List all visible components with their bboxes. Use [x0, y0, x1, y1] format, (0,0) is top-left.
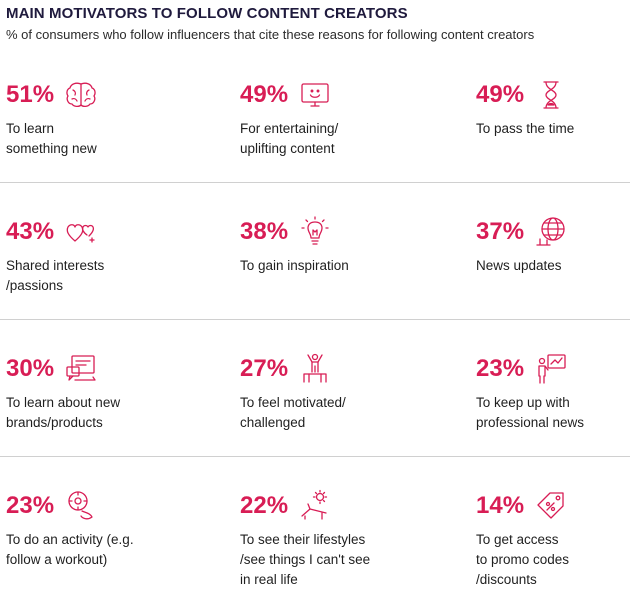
stat-value: 49% [476, 81, 525, 108]
stat-value: 14% [476, 492, 525, 519]
stat-label: To get access to promo codes /discounts [476, 532, 570, 587]
stat-label: To do an activity (e.g. follow a workout… [6, 532, 134, 567]
stat-label: To pass the time [476, 121, 575, 136]
row-divider [0, 319, 630, 320]
stat-value: 43% [6, 218, 55, 245]
stat-value: 49% [240, 81, 289, 108]
hearts-icon [64, 215, 98, 249]
stat-learn-new: 51% To learn something new [6, 75, 206, 159]
discount-tag-icon [534, 489, 568, 523]
stat-professional-news: 23% To keep up with professional news [476, 349, 640, 433]
chart-title: MAIN MOTIVATORS TO FOLLOW CONTENT CREATO… [6, 5, 408, 22]
stat-value: 51% [6, 81, 55, 108]
podium-icon [298, 352, 332, 386]
stat-news: 37% News updates [476, 212, 640, 276]
hourglass-icon [534, 78, 568, 112]
row-divider [0, 182, 630, 183]
smiley-screen-icon [298, 78, 332, 112]
stat-value: 38% [240, 218, 289, 245]
stat-value: 37% [476, 218, 525, 245]
laptop-chat-icon [64, 352, 98, 386]
stat-label: To keep up with professional news [476, 395, 585, 430]
sunbed-icon [298, 489, 332, 523]
presenter-icon [534, 352, 568, 386]
brain-icon [64, 78, 98, 112]
stat-entertaining: 49% For entertaining/ uplifting content [240, 75, 440, 159]
stat-label: To learn something new [6, 121, 97, 156]
stat-label: To gain inspiration [240, 258, 349, 273]
workout-icon [64, 489, 98, 523]
chart-subtitle: % of consumers who follow influencers th… [6, 27, 535, 42]
stat-value: 22% [240, 492, 289, 519]
stat-value: 23% [476, 355, 525, 382]
row-divider [0, 456, 630, 457]
stat-label: For entertaining/ uplifting content [240, 121, 339, 156]
globe-icon [534, 215, 568, 249]
stat-lifestyles: 22% To see their lifestyles /see things … [240, 486, 440, 590]
stat-label: To learn about new brands/products [6, 395, 121, 430]
stat-motivated: 27% To feel motivated/ challenged [240, 349, 440, 433]
stat-inspiration: 38% To gain inspiration [240, 212, 440, 276]
stat-promo-codes: 14% To get access to promo codes /discou… [476, 486, 640, 590]
stat-label: To see their lifestyles /see things I ca… [240, 532, 371, 587]
stat-label: News updates [476, 258, 562, 273]
stat-pass-time: 49% To pass the time [476, 75, 640, 139]
stat-value: 27% [240, 355, 289, 382]
lightbulb-icon [298, 215, 332, 249]
stat-shared-interests: 43% Shared interests /passions [6, 212, 206, 296]
stat-value: 30% [6, 355, 55, 382]
stat-label: To feel motivated/ challenged [240, 395, 346, 430]
stat-brands-products: 30% To learn about new brands/products [6, 349, 206, 433]
stat-value: 23% [6, 492, 55, 519]
stat-activity: 23% To do an activity (e.g. follow a wor… [6, 486, 206, 570]
stat-label: Shared interests /passions [6, 258, 105, 293]
